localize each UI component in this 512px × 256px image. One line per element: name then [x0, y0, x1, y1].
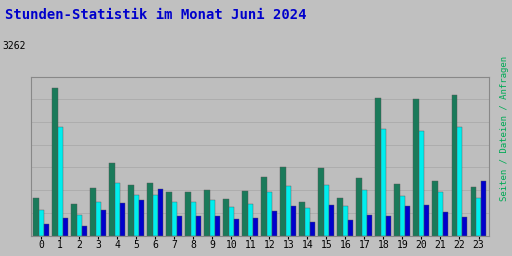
Bar	[196, 217, 201, 236]
Bar	[90, 188, 96, 236]
Bar	[386, 217, 391, 236]
Bar	[452, 95, 457, 236]
Bar	[147, 183, 153, 236]
Bar	[438, 192, 443, 236]
Bar	[204, 190, 209, 236]
Bar	[394, 184, 400, 236]
Bar	[405, 207, 411, 236]
Bar	[134, 195, 139, 236]
Bar	[248, 204, 253, 236]
Bar	[57, 127, 63, 236]
Bar	[375, 98, 381, 236]
Bar	[286, 186, 291, 236]
Bar	[471, 187, 476, 236]
Bar	[185, 192, 190, 236]
Bar	[38, 210, 44, 236]
Bar	[242, 191, 248, 236]
Text: 3262: 3262	[3, 41, 26, 51]
Text: Stunden-Statistik im Monat Juni 2024: Stunden-Statistik im Monat Juni 2024	[5, 8, 307, 22]
Bar	[33, 198, 38, 236]
Bar	[177, 217, 182, 236]
Bar	[281, 167, 286, 236]
Bar	[414, 100, 419, 236]
Bar	[190, 202, 196, 236]
Bar	[96, 201, 101, 236]
Bar	[324, 185, 329, 236]
Bar	[77, 215, 82, 236]
Bar	[71, 204, 77, 236]
Bar	[300, 201, 305, 236]
Bar	[82, 226, 87, 236]
Bar	[153, 195, 158, 236]
Bar	[433, 181, 438, 236]
Bar	[291, 207, 296, 236]
Bar	[419, 131, 424, 236]
Bar	[367, 215, 372, 236]
Bar	[267, 192, 272, 236]
Bar	[457, 127, 462, 236]
Bar	[120, 203, 125, 236]
Bar	[400, 196, 405, 236]
Bar	[272, 211, 278, 236]
Bar	[109, 163, 115, 236]
Bar	[115, 183, 120, 236]
Bar	[166, 192, 172, 236]
Bar	[462, 217, 467, 236]
Bar	[215, 217, 220, 236]
Text: Seiten / Dateien / Anfragen: Seiten / Dateien / Anfragen	[500, 56, 509, 200]
Bar	[52, 88, 57, 236]
Bar	[139, 200, 144, 236]
Bar	[172, 202, 177, 236]
Bar	[348, 220, 353, 236]
Bar	[129, 185, 134, 236]
Bar	[261, 177, 267, 236]
Bar	[481, 181, 486, 236]
Bar	[158, 189, 163, 236]
Bar	[310, 222, 315, 236]
Bar	[253, 218, 259, 236]
Bar	[318, 168, 324, 236]
Bar	[356, 178, 362, 236]
Bar	[381, 129, 386, 236]
Bar	[343, 207, 348, 236]
Bar	[476, 198, 481, 236]
Bar	[44, 224, 49, 236]
Bar	[443, 212, 449, 236]
Bar	[223, 199, 229, 236]
Bar	[234, 219, 239, 236]
Bar	[424, 205, 430, 236]
Bar	[329, 205, 334, 236]
Bar	[337, 198, 343, 236]
Bar	[362, 190, 367, 236]
Bar	[63, 218, 68, 236]
Bar	[209, 200, 215, 236]
Bar	[229, 207, 234, 236]
Bar	[305, 208, 310, 236]
Bar	[101, 210, 106, 236]
